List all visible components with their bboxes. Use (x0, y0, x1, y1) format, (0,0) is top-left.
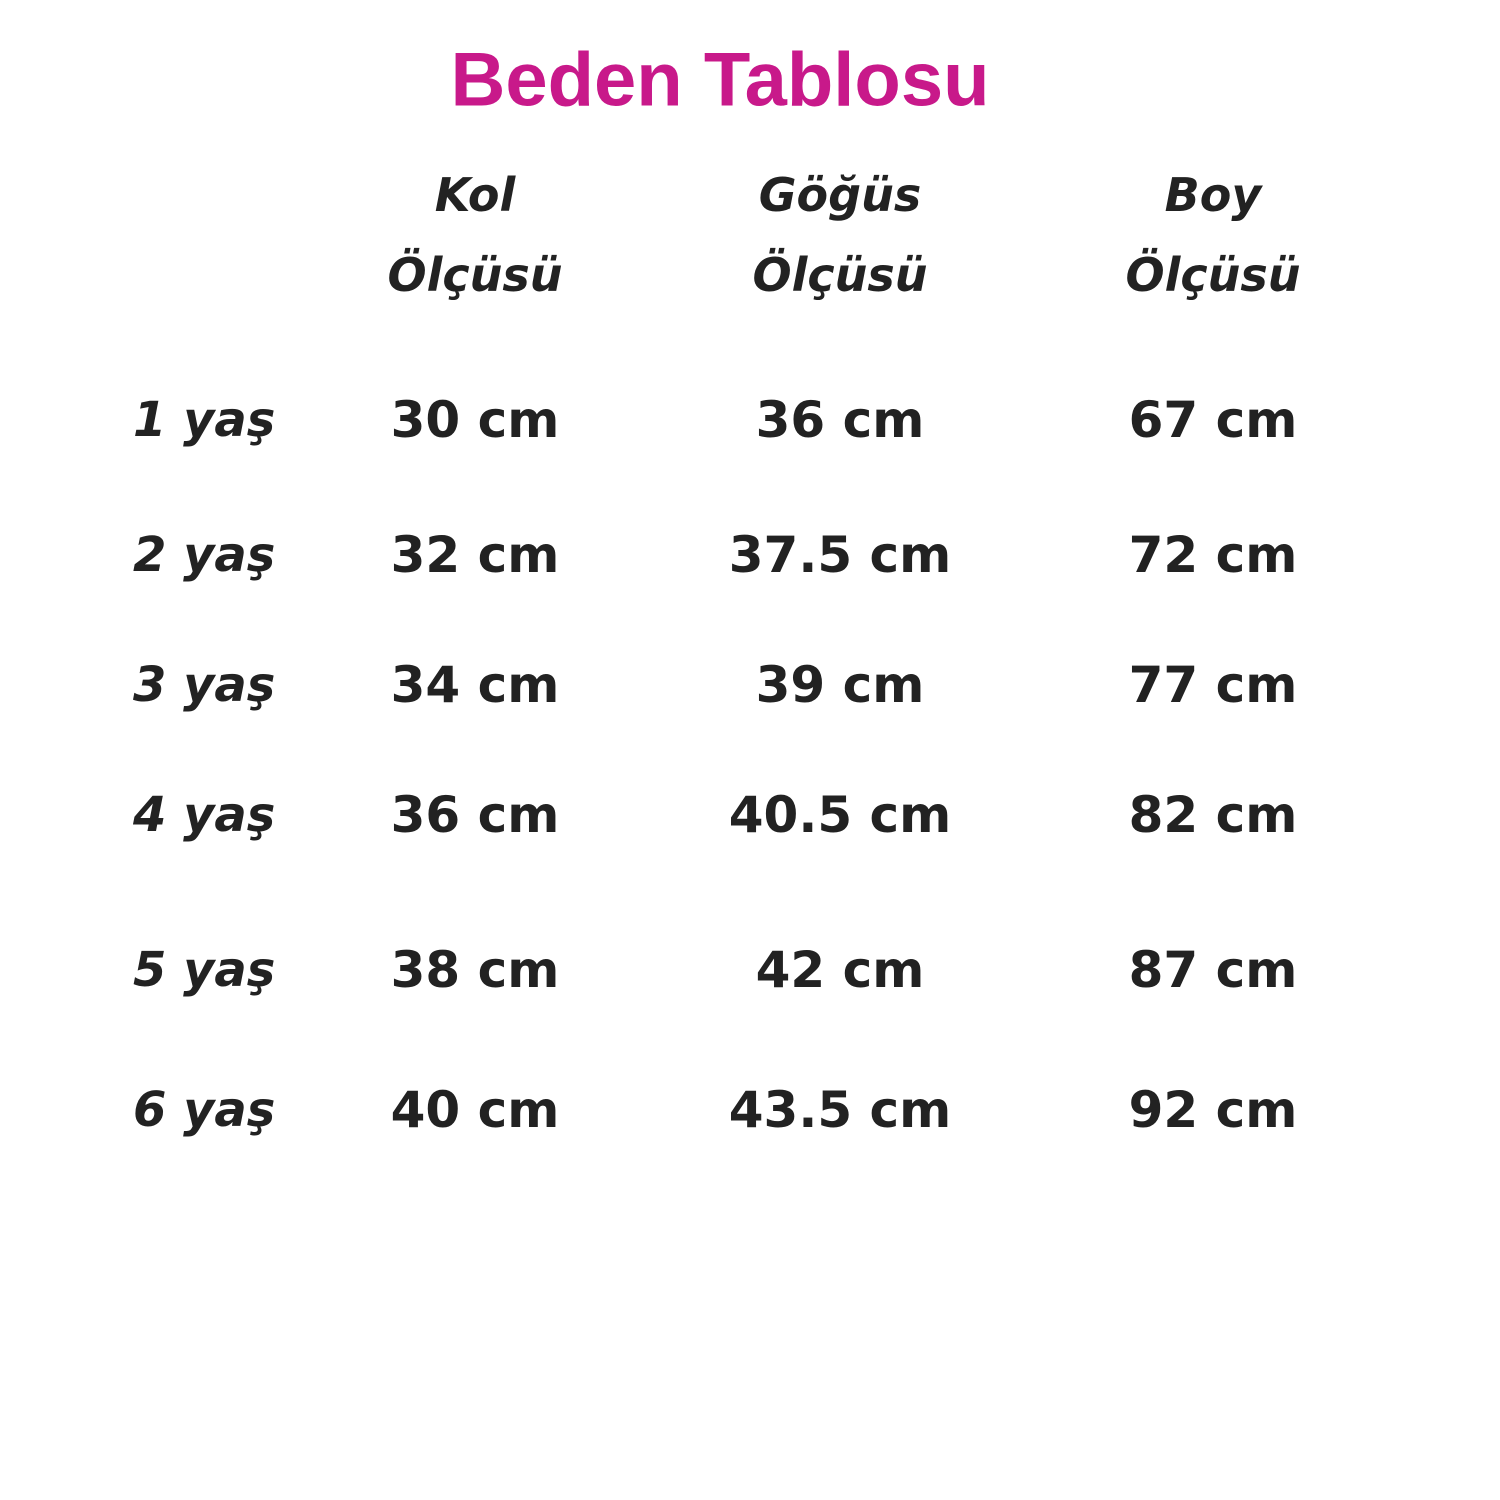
column-header: Ölçüsü (387, 248, 563, 302)
row-label: 5 yaş (133, 942, 276, 998)
table-cell: 40 cm (390, 1081, 560, 1139)
column-header: Boy (1164, 168, 1262, 222)
row-label: 3 yaş (133, 657, 276, 713)
table-cell: 30 cm (390, 391, 560, 449)
table-cell: 36 cm (755, 391, 925, 449)
row-label: 2 yaş (133, 527, 276, 583)
table-cell: 32 cm (390, 526, 560, 584)
row-label: 1 yaş (133, 392, 276, 448)
column-header: Kol (434, 168, 516, 222)
row-label: 4 yaş (133, 787, 276, 843)
table-cell: 67 cm (1128, 391, 1298, 449)
title: Beden Tablosu (450, 37, 990, 123)
table-cell: 43.5 cm (728, 1081, 952, 1139)
column-header: Göğüs (758, 168, 922, 222)
column-header: Ölçüsü (752, 248, 928, 302)
table-cell: 72 cm (1128, 526, 1298, 584)
table-cell: 36 cm (390, 786, 560, 844)
table-cell: 39 cm (755, 656, 925, 714)
row-label: 6 yaş (133, 1082, 276, 1138)
table-cell: 42 cm (755, 941, 925, 999)
table-cell: 34 cm (390, 656, 560, 714)
table-cell: 77 cm (1128, 656, 1298, 714)
column-header: Ölçüsü (1125, 248, 1301, 302)
table-cell: 82 cm (1128, 786, 1298, 844)
table-cell: 87 cm (1128, 941, 1298, 999)
table-cell: 40.5 cm (728, 786, 952, 844)
table-cell: 38 cm (390, 941, 560, 999)
table-cell: 37.5 cm (728, 526, 952, 584)
table-cell: 92 cm (1128, 1081, 1298, 1139)
